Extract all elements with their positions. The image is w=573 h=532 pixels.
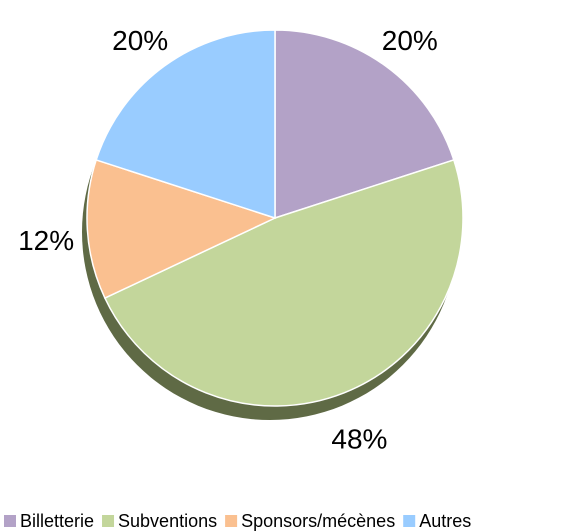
pie-slice — [274, 29, 455, 220]
legend-swatch — [225, 515, 238, 527]
legend-swatch — [403, 515, 416, 527]
pie-slice — [86, 158, 278, 300]
pie-slice — [103, 158, 464, 407]
pie: 20% 48% 12% 20% — [18, 25, 464, 455]
data-label: 20% — [382, 25, 438, 56]
legend-swatch — [4, 515, 16, 527]
legend-label: Subventions — [118, 511, 217, 531]
data-label: 48% — [331, 424, 387, 455]
legend: Billetterie Subventions Sponsors/mécènes Au… — [4, 511, 471, 531]
data-label: 12% — [18, 225, 74, 256]
legend-swatch — [102, 515, 115, 527]
data-label: 20% — [112, 25, 168, 56]
legend-label: Sponsors/mécènes — [241, 511, 395, 531]
legend-label: Autres — [419, 511, 471, 531]
legend-label: Billetterie — [20, 511, 94, 531]
pie-slice — [95, 29, 276, 220]
